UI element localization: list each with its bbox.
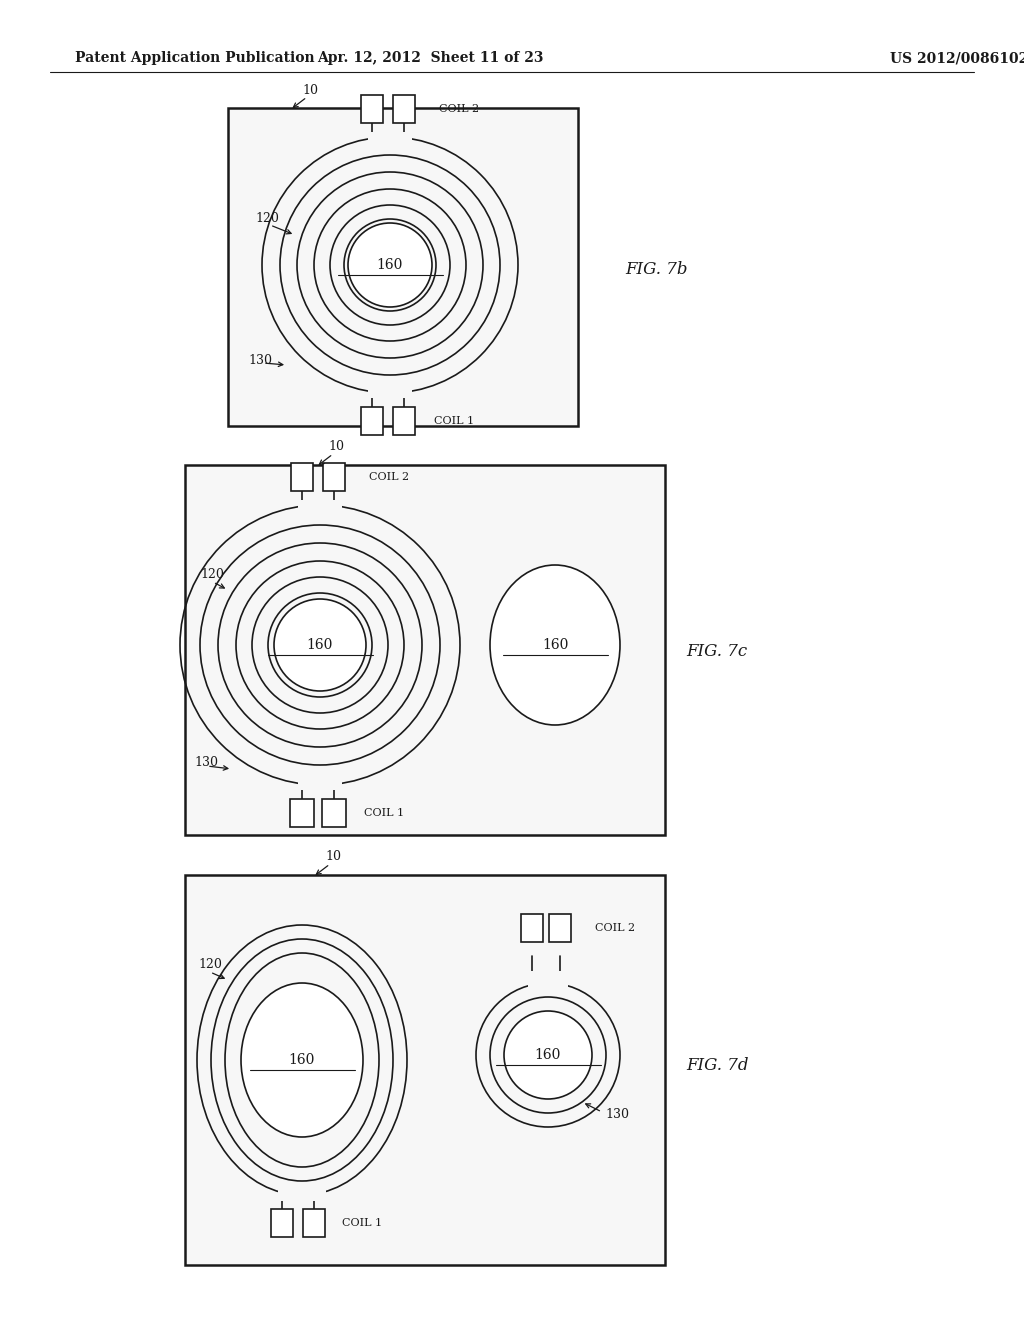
Text: US 2012/0086102 A1: US 2012/0086102 A1 bbox=[890, 51, 1024, 65]
Bar bbox=[271, 1209, 293, 1237]
Text: COIL 1: COIL 1 bbox=[434, 416, 474, 426]
Text: Patent Application Publication: Patent Application Publication bbox=[75, 51, 314, 65]
Ellipse shape bbox=[504, 1011, 592, 1100]
Ellipse shape bbox=[490, 565, 620, 725]
Text: FIG. 7d: FIG. 7d bbox=[686, 1056, 749, 1073]
Bar bbox=[228, 108, 578, 426]
Text: COIL 1: COIL 1 bbox=[342, 1218, 382, 1228]
Text: COIL 2: COIL 2 bbox=[595, 923, 635, 933]
Bar bbox=[303, 1209, 325, 1237]
Ellipse shape bbox=[241, 983, 362, 1137]
Text: 160: 160 bbox=[377, 257, 403, 272]
Bar bbox=[185, 465, 665, 836]
Text: 130: 130 bbox=[248, 354, 272, 367]
Bar bbox=[291, 463, 313, 491]
Bar bbox=[521, 913, 543, 942]
Bar bbox=[368, 376, 412, 399]
Bar bbox=[323, 463, 345, 491]
Bar bbox=[393, 407, 415, 436]
Bar bbox=[549, 913, 571, 942]
Bar bbox=[528, 972, 568, 989]
Ellipse shape bbox=[274, 599, 366, 690]
Text: COIL 2: COIL 2 bbox=[369, 473, 410, 482]
Text: 160: 160 bbox=[535, 1048, 561, 1063]
Text: COIL 1: COIL 1 bbox=[364, 808, 404, 818]
Text: 160: 160 bbox=[542, 638, 568, 652]
Text: 10: 10 bbox=[302, 83, 318, 96]
Bar bbox=[322, 799, 346, 828]
Ellipse shape bbox=[348, 223, 432, 308]
Bar bbox=[298, 768, 342, 789]
Text: FIG. 7b: FIG. 7b bbox=[625, 261, 687, 279]
Text: 120: 120 bbox=[198, 958, 222, 972]
Text: 10: 10 bbox=[325, 850, 341, 863]
Bar bbox=[361, 407, 383, 436]
Text: 130: 130 bbox=[194, 755, 218, 768]
Text: Apr. 12, 2012  Sheet 11 of 23: Apr. 12, 2012 Sheet 11 of 23 bbox=[316, 51, 544, 65]
Text: 10: 10 bbox=[328, 441, 344, 454]
Text: COIL 2: COIL 2 bbox=[439, 104, 479, 114]
Text: 120: 120 bbox=[200, 569, 224, 582]
Text: 160: 160 bbox=[307, 638, 333, 652]
Text: 130: 130 bbox=[605, 1109, 629, 1122]
Text: 120: 120 bbox=[255, 211, 279, 224]
Bar bbox=[368, 132, 412, 154]
Bar bbox=[298, 500, 342, 521]
Bar bbox=[361, 95, 383, 123]
Text: FIG. 7c: FIG. 7c bbox=[686, 644, 748, 660]
Bar bbox=[290, 799, 314, 828]
Bar bbox=[393, 95, 415, 123]
Bar bbox=[278, 1183, 326, 1201]
Text: 160: 160 bbox=[289, 1053, 315, 1067]
Bar bbox=[185, 875, 665, 1265]
